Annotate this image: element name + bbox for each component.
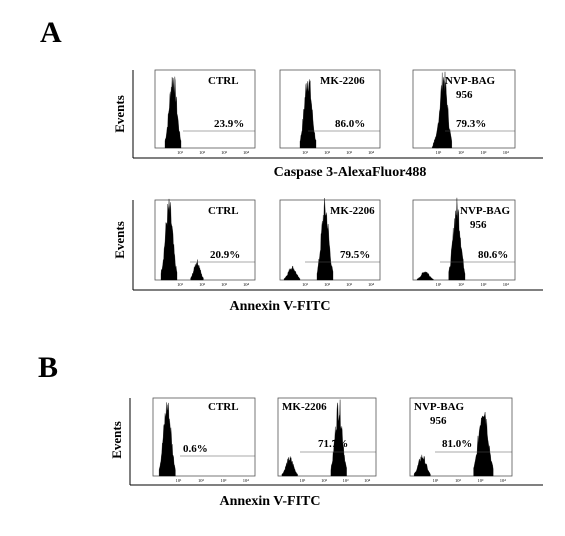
row1-x-label: Caspase 3-AlexaFluor488 bbox=[274, 165, 427, 180]
x-tick-label: 10³ bbox=[346, 282, 353, 287]
condition-label: MK-2206 bbox=[320, 75, 365, 87]
row1-y-label: Events bbox=[112, 95, 127, 133]
x-tick-label: 10⁴ bbox=[243, 150, 250, 155]
condition-label: MK-2206 bbox=[330, 205, 375, 217]
condition-label-line2: 956 bbox=[470, 219, 487, 231]
row2-ctrl-plot: CTRL 20.9% 10¹ 10² 10³ 10⁴ bbox=[154, 198, 256, 287]
condition-label-line1: NVP-BAG bbox=[445, 75, 496, 87]
x-tick-label: 10¹ bbox=[176, 478, 183, 483]
x-tick-label: 10² bbox=[199, 282, 206, 287]
x-tick-label: 10¹ bbox=[302, 282, 309, 287]
condition-label: CTRL bbox=[208, 401, 239, 413]
plot-frame bbox=[279, 69, 381, 149]
rowb-ctrl-plot: CTRL 0.6% 10¹ 10² 10³ 10⁴ bbox=[152, 397, 256, 483]
x-tick-label: 10² bbox=[324, 282, 331, 287]
gate-percent: 71.7% bbox=[318, 438, 348, 450]
row3-y-label: Events bbox=[109, 421, 124, 459]
plot-frame bbox=[154, 199, 256, 281]
x-tick-label: 10³ bbox=[221, 150, 228, 155]
gate-percent: 0.6% bbox=[183, 443, 208, 455]
condition-label-line1: NVP-BAG bbox=[460, 205, 511, 217]
histogram-peak bbox=[435, 71, 452, 149]
histogram-peak bbox=[448, 197, 466, 281]
x-tick-label: 10¹ bbox=[436, 150, 443, 155]
x-tick-label: 10² bbox=[458, 150, 465, 155]
x-tick-label: 10¹ bbox=[302, 150, 309, 155]
row1-mk2206-plot: MK-2206 86.0% 10¹ 10² 10³ 10⁴ bbox=[279, 69, 381, 155]
histogram-peak bbox=[299, 79, 317, 149]
row2-x-label: Annexin V-FITC bbox=[229, 299, 330, 314]
row3-x-label: Annexin V-FITC bbox=[219, 494, 320, 509]
gate-percent: 23.9% bbox=[214, 118, 244, 130]
row2-nvp-plot: NVP-BAG 956 80.6% 10¹ 10² 10³ 10⁴ bbox=[412, 197, 516, 287]
histogram-peak bbox=[283, 265, 301, 281]
condition-label: MK-2206 bbox=[282, 401, 327, 413]
x-tick-label: 10² bbox=[199, 150, 206, 155]
condition-label-line1: NVP-BAG bbox=[414, 401, 465, 413]
row2-y-label: Events bbox=[112, 221, 127, 259]
plot-frame bbox=[409, 397, 513, 477]
x-tick-label: 10³ bbox=[477, 478, 484, 483]
plot-frame bbox=[277, 397, 377, 477]
gate-percent: 81.0% bbox=[442, 438, 472, 450]
row1-ctrl-plot: CTRL 23.9% 10¹ 10² 10³ 10⁴ bbox=[154, 69, 256, 155]
x-tick-label: 10⁴ bbox=[368, 150, 375, 155]
x-tick-label: 10¹ bbox=[177, 150, 184, 155]
histogram-peak bbox=[413, 454, 431, 477]
gate-percent: 20.9% bbox=[210, 249, 240, 261]
x-tick-label: 10⁴ bbox=[503, 150, 510, 155]
x-tick-label: 10² bbox=[458, 282, 465, 287]
panel-label-b: B bbox=[38, 351, 58, 384]
x-tick-label: 10² bbox=[198, 478, 205, 483]
condition-label-line2: 956 bbox=[456, 89, 473, 101]
histogram-peak bbox=[473, 411, 494, 477]
x-tick-label: 10¹ bbox=[433, 478, 440, 483]
x-tick-label: 10³ bbox=[343, 478, 350, 483]
row1-nvp-plot: NVP-BAG 956 79.3% 10¹ 10² 10³ 10⁴ bbox=[412, 69, 516, 155]
row2-mk2206-plot: MK-2206 79.5% 10¹ 10² 10³ 10⁴ bbox=[279, 197, 381, 287]
gate-percent: 86.0% bbox=[335, 118, 365, 130]
condition-label: CTRL bbox=[208, 75, 239, 87]
histogram-peak bbox=[416, 271, 434, 281]
condition-label-line2: 956 bbox=[430, 415, 447, 427]
x-tick-label: 10⁴ bbox=[364, 478, 371, 483]
x-tick-label: 10³ bbox=[346, 150, 353, 155]
histogram-peak bbox=[158, 402, 176, 477]
gate-percent: 79.3% bbox=[456, 118, 486, 130]
rowb-mk2206-plot: MK-2206 71.7% 10¹ 10² 10³ 10⁴ bbox=[277, 397, 377, 483]
x-tick-label: 10² bbox=[324, 150, 331, 155]
x-tick-label: 10⁴ bbox=[243, 282, 250, 287]
histogram-peak bbox=[281, 456, 298, 477]
x-tick-label: 10³ bbox=[220, 478, 227, 483]
histogram-peak bbox=[316, 197, 334, 281]
x-tick-label: 10² bbox=[321, 478, 328, 483]
x-tick-label: 10³ bbox=[221, 282, 228, 287]
plot-frame bbox=[152, 397, 256, 477]
x-tick-label: 10² bbox=[455, 478, 462, 483]
x-tick-label: 10³ bbox=[480, 282, 487, 287]
x-tick-label: 10⁴ bbox=[368, 282, 375, 287]
x-tick-label: 10⁴ bbox=[500, 478, 507, 483]
x-tick-label: 10⁴ bbox=[503, 282, 510, 287]
x-tick-label: 10¹ bbox=[300, 478, 307, 483]
x-tick-label: 10⁴ bbox=[243, 478, 250, 483]
histogram-peak bbox=[160, 198, 178, 281]
gate-percent: 79.5% bbox=[340, 249, 370, 261]
histogram-peak bbox=[432, 136, 439, 149]
plot-frame bbox=[154, 69, 256, 149]
histogram-peak bbox=[164, 76, 182, 149]
panel-label-a: A bbox=[40, 16, 62, 49]
x-tick-label: 10¹ bbox=[177, 282, 184, 287]
plot-frame bbox=[412, 69, 516, 149]
histogram-peak bbox=[330, 399, 347, 477]
x-tick-label: 10¹ bbox=[436, 282, 443, 287]
x-tick-label: 10³ bbox=[480, 150, 487, 155]
condition-label: CTRL bbox=[208, 205, 239, 217]
gate-percent: 80.6% bbox=[478, 249, 508, 261]
rowb-nvp-plot: NVP-BAG 956 81.0% 10¹ 10² 10³ 10⁴ bbox=[409, 397, 513, 483]
histogram-peak bbox=[190, 259, 204, 281]
